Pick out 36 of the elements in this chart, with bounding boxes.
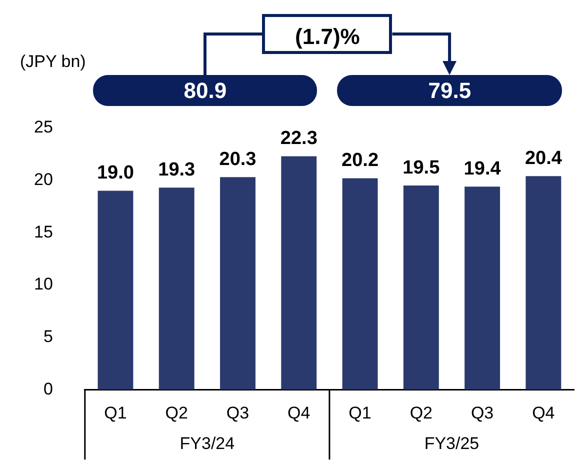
data-label: 20.2 [342,150,379,171]
bar [281,156,317,390]
x-tick-label: Q3 [470,403,494,422]
text: FY3/25 [424,434,480,453]
x-tick-label: Q1 [348,403,372,422]
x-tick-label: Q3 [226,403,250,422]
data-label: 19.0 [96,162,134,184]
y-tick-label: 25 [34,118,53,137]
bar [342,178,378,390]
x-tick-label: Q4 [532,403,555,422]
y-tick-label: 10 [34,274,53,294]
y-tick-label: 20 [34,170,53,190]
data-label: 19.3 [158,159,196,180]
text: FY3/24 [180,434,235,453]
text: 79.5 [337,75,562,106]
y-axis-title: (JPY bn) [20,52,86,72]
bar [526,176,562,390]
text: (1.7)% [262,14,392,54]
x-tick-label: Q4 [288,403,310,422]
x-tick-label: Q2 [410,403,433,422]
data-label: 22.3 [280,128,318,149]
y-tick-label: 15 [34,222,53,242]
bar [158,188,194,390]
data-label: 19.4 [464,158,502,180]
data-label: 19.5 [402,157,440,178]
bar [98,190,134,390]
data-label: 20.3 [219,148,256,170]
data-label: 20.4 [524,148,562,169]
bar [464,186,500,390]
y-tick-label: 0 [43,379,53,398]
x-tick-label: Q1 [104,403,127,422]
bar [220,177,256,390]
y-tick-label: 5 [43,326,53,346]
text: 80.9 [92,75,318,106]
bar [403,186,439,390]
x-tick-label: Q2 [165,403,188,422]
